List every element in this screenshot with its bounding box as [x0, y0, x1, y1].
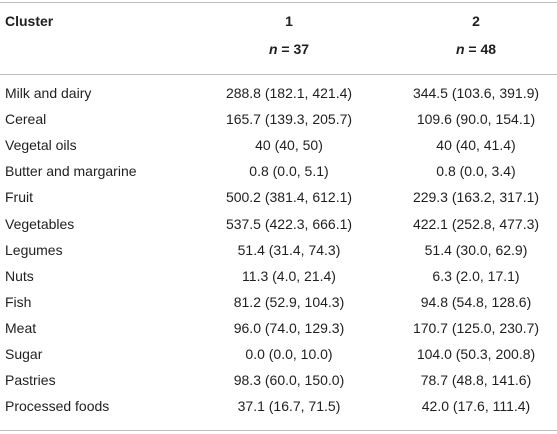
header-n-cluster-1: n = 37 [268, 41, 310, 57]
cell-cluster-2: 170.7 (125.0, 230.7) [412, 320, 540, 336]
row-label: Cereal [5, 111, 47, 127]
bottom-rule [0, 430, 557, 431]
row-label: Butter and margarine [5, 163, 137, 179]
row-label: Legumes [5, 242, 63, 258]
cell-cluster-2: 51.4 (30.0, 62.9) [424, 242, 528, 258]
cell-cluster-2: 42.0 (17.6, 111.4) [421, 398, 531, 414]
cell-cluster-1: 98.3 (60.0, 150.0) [233, 372, 345, 388]
row-label: Processed foods [5, 398, 110, 414]
top-rule [0, 2, 557, 3]
cell-cluster-1: 51.4 (31.4, 74.3) [237, 242, 341, 258]
cell-cluster-1: 40 (40, 50) [255, 137, 323, 153]
row-label: Sugar [5, 346, 43, 362]
header-rule [0, 74, 557, 75]
cell-cluster-2: 40 (40, 41.4) [436, 137, 516, 153]
row-label: Pastries [5, 372, 56, 388]
row-label: Vegetables [5, 216, 75, 232]
cell-cluster-1: 0.8 (0.0, 5.1) [249, 163, 329, 179]
cell-cluster-1: 11.3 (4.0, 21.4) [242, 268, 336, 284]
cell-cluster-1: 96.0 (74.0, 129.3) [233, 320, 345, 336]
cell-cluster-1: 0.0 (0.0, 10.0) [245, 346, 333, 362]
row-label: Nuts [5, 268, 34, 284]
cell-cluster-1: 288.8 (182.1, 421.4) [225, 85, 353, 101]
cell-cluster-2: 422.1 (252.8, 477.3) [412, 216, 540, 232]
row-label: Milk and dairy [5, 85, 92, 101]
cell-cluster-2: 104.0 (50.3, 200.8) [416, 346, 536, 362]
cell-cluster-1: 165.7 (139.3, 205.7) [225, 111, 353, 127]
cell-cluster-1: 500.2 (381.4, 612.1) [225, 189, 353, 205]
cell-cluster-1: 537.5 (422.3, 666.1) [225, 216, 353, 232]
cell-cluster-2: 229.3 (163.2, 317.1) [412, 189, 540, 205]
row-label: Meat [5, 320, 37, 336]
header-n-cluster-2: n = 48 [455, 41, 497, 57]
header-cluster-1: 1 [285, 13, 293, 29]
cell-cluster-2: 0.8 (0.0, 3.4) [436, 163, 516, 179]
cell-cluster-2: 78.7 (48.8, 141.6) [420, 372, 532, 388]
cell-cluster-2: 109.6 (90.0, 154.1) [416, 111, 536, 127]
cell-cluster-1: 37.1 (16.7, 71.5) [237, 398, 341, 414]
cell-cluster-2: 94.8 (54.8, 128.6) [420, 294, 532, 310]
row-label: Fruit [5, 189, 33, 205]
row-label: Fish [5, 294, 32, 310]
header-cluster-label: Cluster [5, 13, 54, 29]
header-cluster-2: 2 [472, 13, 480, 29]
cell-cluster-2: 344.5 (103.6, 391.9) [412, 85, 540, 101]
cell-cluster-2: 6.3 (2.0, 17.1) [432, 268, 520, 284]
cell-cluster-1: 81.2 (52.9, 104.3) [233, 294, 345, 310]
row-label: Vegetal oils [5, 137, 77, 153]
